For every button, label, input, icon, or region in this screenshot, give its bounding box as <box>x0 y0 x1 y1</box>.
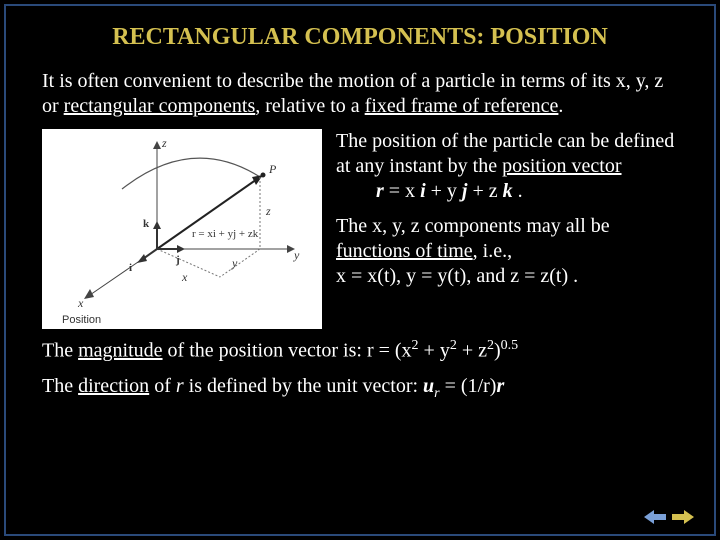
posdef-plus2: + z <box>467 180 502 202</box>
direction-line: The direction of r is defined by the uni… <box>42 374 678 403</box>
unit-j-label: j <box>175 254 180 266</box>
posdef-plus1: + y <box>426 180 462 202</box>
dir-uv: u <box>423 375 434 397</box>
dir-eq: = (1/r) <box>440 375 497 397</box>
dir-mid: of <box>149 375 176 397</box>
mag-underline: magnitude <box>78 340 162 362</box>
diagram-caption: Position <box>62 314 101 326</box>
proj-x-label: x <box>181 270 188 284</box>
dir-r2: r <box>496 375 504 397</box>
axis-z-label: z <box>161 136 167 150</box>
mag-close: ) <box>494 340 501 362</box>
next-slide-button[interactable] <box>672 508 694 526</box>
intro-post: . <box>558 95 563 117</box>
intro-underline-2: fixed frame of reference <box>365 95 559 117</box>
right-column: The position of the particle can be defi… <box>336 129 678 329</box>
prev-slide-button[interactable] <box>644 508 666 526</box>
magnitude-line: The magnitude of the position vector is:… <box>42 337 678 364</box>
mag-s1: 2 <box>412 338 419 353</box>
slide-title: RECTANGULAR COMPONENTS: POSITION <box>6 24 714 51</box>
comps-pre: The x, y, z components may all be <box>336 215 610 237</box>
comps-eq: x = x(t), y = y(t), and z = z(t) . <box>336 265 578 287</box>
axis-x-label: x <box>77 296 84 310</box>
content-row: z y x k j i P r = xi + yj + zk Position … <box>42 129 678 329</box>
point-p-label: P <box>268 162 277 176</box>
mag-p2: + z <box>457 340 487 362</box>
unit-k-label: k <box>143 218 150 230</box>
nav-controls <box>644 508 694 526</box>
unit-i-label: i <box>129 262 132 274</box>
mag-p1: + y <box>419 340 450 362</box>
proj-z-label: z <box>265 204 271 218</box>
mag-s3: 2 <box>487 338 494 353</box>
mag-pre: The <box>42 340 78 362</box>
vector-eq-label: r = xi + yj + zk <box>192 228 259 240</box>
comps-underline: functions of time <box>336 240 473 262</box>
posdef-end: . <box>513 180 523 202</box>
posdef-underline: position vector <box>502 155 621 177</box>
comps-mid: , i.e., <box>473 240 512 262</box>
position-diagram: z y x k j i P r = xi + yj + zk Position … <box>42 129 322 329</box>
dir-pre: The <box>42 375 78 397</box>
proj-y-label: y <box>231 256 238 270</box>
vec-k: k <box>503 180 513 202</box>
vec-r: r <box>376 180 384 202</box>
posdef-formula: r = x i + y j + z k . <box>376 180 523 202</box>
position-def-block: The position of the particle can be defi… <box>336 129 678 204</box>
slide-frame: RECTANGULAR COMPONENTS: POSITION It is o… <box>4 4 716 536</box>
mag-s4: 0.5 <box>501 338 519 353</box>
mag-mid: of the position vector is: r = (x <box>163 340 412 362</box>
dir-underline: direction <box>78 375 149 397</box>
intro-mid: , relative to a <box>255 95 364 117</box>
dir-mid2: is defined by the unit vector: <box>184 375 423 397</box>
intro-paragraph: It is often convenient to describe the m… <box>42 69 678 119</box>
dir-r1: r <box>176 375 184 397</box>
posdef-eq: = x <box>384 180 420 202</box>
axis-y-label: y <box>293 248 300 262</box>
intro-underline-1: rectangular components <box>64 95 256 117</box>
components-block: The x, y, z components may all be functi… <box>336 214 678 289</box>
mag-s2: 2 <box>450 338 457 353</box>
